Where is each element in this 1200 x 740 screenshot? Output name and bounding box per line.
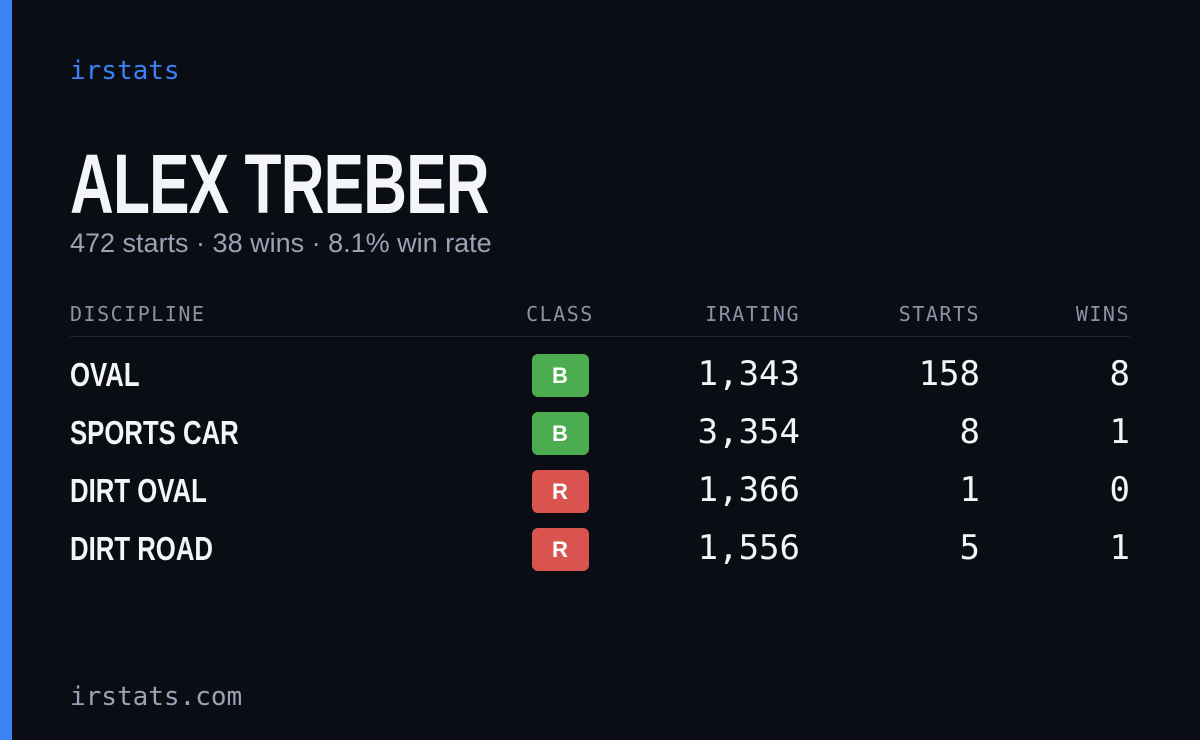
wins-value: 0 [1109,470,1130,510]
class-badge: R [531,528,589,571]
irating-value: 1,556 [697,528,800,568]
wins-value: 1 [1109,412,1130,452]
column-header: STARTS [898,302,980,326]
discipline: OVAL [70,356,140,393]
irating-value: 3,354 [697,412,800,452]
column-header: IRATING [705,302,800,326]
column-header: WINS [1075,302,1130,326]
class-badge: B [531,354,589,397]
discipline: SPORTS CAR [70,414,239,451]
discipline: DIRT OVAL [70,472,207,509]
accent-bar [0,0,12,740]
irating-value: 1,343 [697,354,800,394]
column-header: CLASS [526,302,594,326]
header-rule [70,336,1130,337]
irating-value: 1,366 [697,470,800,510]
class-badge: R [531,470,589,513]
class-badge: B [531,412,589,455]
discipline: DIRT ROAD [70,530,213,567]
starts-value: 8 [959,412,980,452]
footer: irstats.com [70,682,243,712]
starts-value: 5 [959,528,980,568]
wins-value: 8 [1109,354,1130,394]
wins-value: 1 [1109,528,1130,568]
column-header: DISCIPLINE [70,302,206,326]
starts-value: 1 [959,470,980,510]
driver-name: ALEX TREBER [70,137,490,231]
brand: irstats [70,56,180,86]
summary: 472 starts · 38 wins · 8.1% win rate [70,228,492,258]
starts-value: 158 [918,354,980,394]
